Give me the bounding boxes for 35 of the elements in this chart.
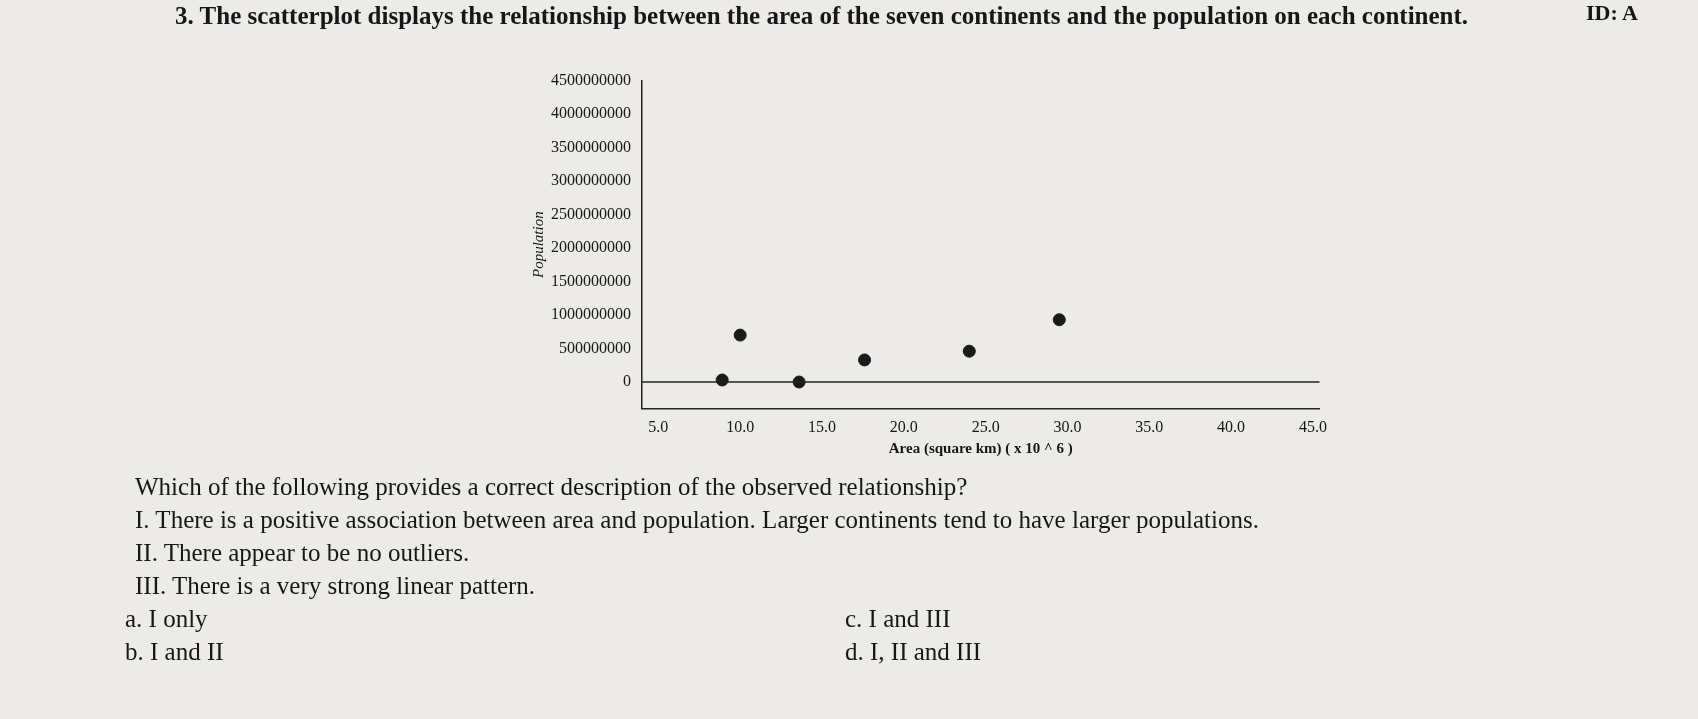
- text: Which of the following provides a correct description of the observed relationship?: [135, 472, 969, 502]
- chart-title: 3. The scatterplot displays the relationship between the area of the seven continents and the population on each continent.: [175, 2, 1469, 29]
- y-tick-label: 4000000000: [551, 104, 631, 122]
- x-tick-label: 30.0: [1053, 417, 1082, 435]
- y-tick-label: 3500000000: [551, 137, 631, 155]
- x-tick-label: 15.0: [808, 417, 837, 435]
- text: II. There appear to be no outliers.: [135, 538, 471, 568]
- point: [1052, 313, 1066, 327]
- text: d. I, II and III: [845, 637, 983, 667]
- x-tick-label: 20.0: [889, 417, 918, 435]
- text: b. I and II: [125, 637, 225, 667]
- x-tick-label: 25.0: [971, 417, 1000, 435]
- x-tick-label: 35.0: [1135, 417, 1164, 435]
- point: [858, 353, 872, 367]
- text: a. I only: [125, 604, 209, 634]
- y-tick-label: 0: [623, 372, 631, 390]
- text: c. I and III: [845, 604, 952, 634]
- x-tick-label: 45.0: [1298, 417, 1327, 435]
- point: [733, 328, 747, 342]
- y-tick-label: 2500000000: [551, 204, 631, 222]
- x-tick-label: 40.0: [1217, 417, 1246, 435]
- y-tick-label: 2000000000: [551, 238, 631, 256]
- text: ID: A: [1586, 0, 1638, 26]
- y-tick-label: 4500000000: [551, 70, 631, 88]
- x-tick-label: 5.0: [648, 417, 669, 435]
- y-tick-label: 3000000000: [551, 171, 631, 189]
- text: I. There is a positive association between area and population. Larger continents tend to have larger populations.: [135, 505, 1260, 535]
- y-tick-label: 1000000000: [551, 305, 631, 323]
- x-axis-title: Area (square km) ( x 10 ^ 6 ): [888, 439, 1073, 457]
- y-axis-title: Population: [529, 211, 546, 280]
- point: [962, 344, 976, 358]
- text: III. There is a very strong linear pattern.: [135, 571, 537, 601]
- y-tick-label: 1500000000: [551, 271, 631, 289]
- y-tick-label: 500000000: [559, 338, 631, 356]
- x-tick-label: 10.0: [726, 417, 755, 435]
